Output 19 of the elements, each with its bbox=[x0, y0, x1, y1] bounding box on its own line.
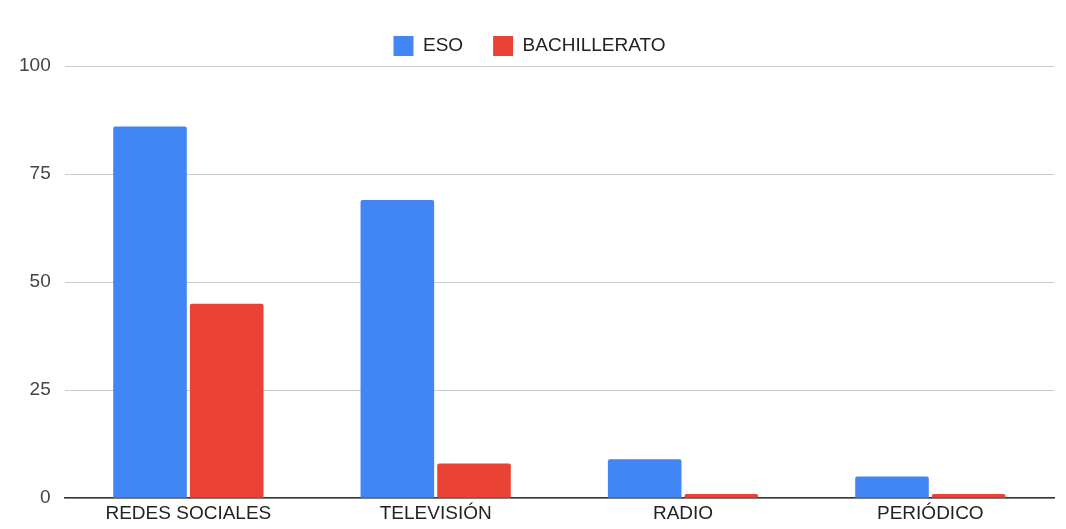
bar bbox=[931, 493, 1006, 498]
bar bbox=[684, 493, 759, 498]
x-tick-label: REDES SOCIALES bbox=[105, 501, 272, 523]
bar bbox=[360, 199, 435, 498]
bar bbox=[607, 459, 682, 498]
bar bbox=[855, 476, 929, 498]
bar bbox=[189, 303, 264, 498]
y-tick-label: 75 bbox=[29, 162, 51, 184]
y-tick-label: 50 bbox=[29, 270, 51, 292]
bar bbox=[437, 463, 511, 498]
y-tick-label: 25 bbox=[29, 378, 51, 400]
y-tick-label: 100 bbox=[19, 54, 51, 76]
x-tick-label: PERIÓDICO bbox=[877, 501, 984, 523]
bar bbox=[113, 126, 187, 498]
x-tick-label: RADIO bbox=[652, 501, 714, 523]
legend-label: ESO bbox=[422, 34, 464, 56]
x-tick-label: TELEVISIÓN bbox=[379, 501, 492, 523]
legend-label: BACHILLERATO bbox=[522, 34, 666, 56]
y-tick-label: 0 bbox=[40, 486, 51, 508]
